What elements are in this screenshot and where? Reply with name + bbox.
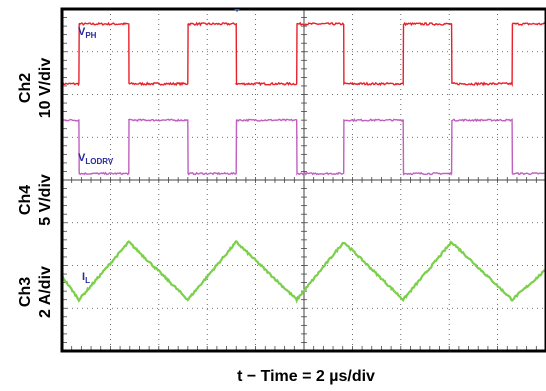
trigger-marker bbox=[234, 9, 240, 12]
traces bbox=[61, 21, 546, 304]
ch3-axis-label: Ch3 bbox=[17, 277, 34, 307]
plot-frame bbox=[60, 7, 546, 353]
vph-tag: VPH bbox=[78, 26, 97, 40]
x-axis-label: t − Time = 2 µs/div bbox=[237, 368, 375, 385]
ch2-axis-label: Ch2 bbox=[17, 73, 34, 103]
vlodrv-trace bbox=[61, 118, 546, 176]
ch2-scale-label: 10 V/div bbox=[37, 58, 54, 119]
graticule bbox=[61, 8, 546, 352]
il-tag: IL bbox=[82, 271, 90, 285]
vlodrv-tag: VLODRV bbox=[78, 152, 114, 166]
il-trace bbox=[61, 239, 546, 304]
ch4-scale-label: 5 V/div bbox=[37, 174, 54, 226]
ch4-axis-label: Ch4 bbox=[17, 185, 34, 215]
vph-trace bbox=[61, 21, 546, 88]
ch3-scale-label: 2 A/div bbox=[37, 266, 54, 318]
